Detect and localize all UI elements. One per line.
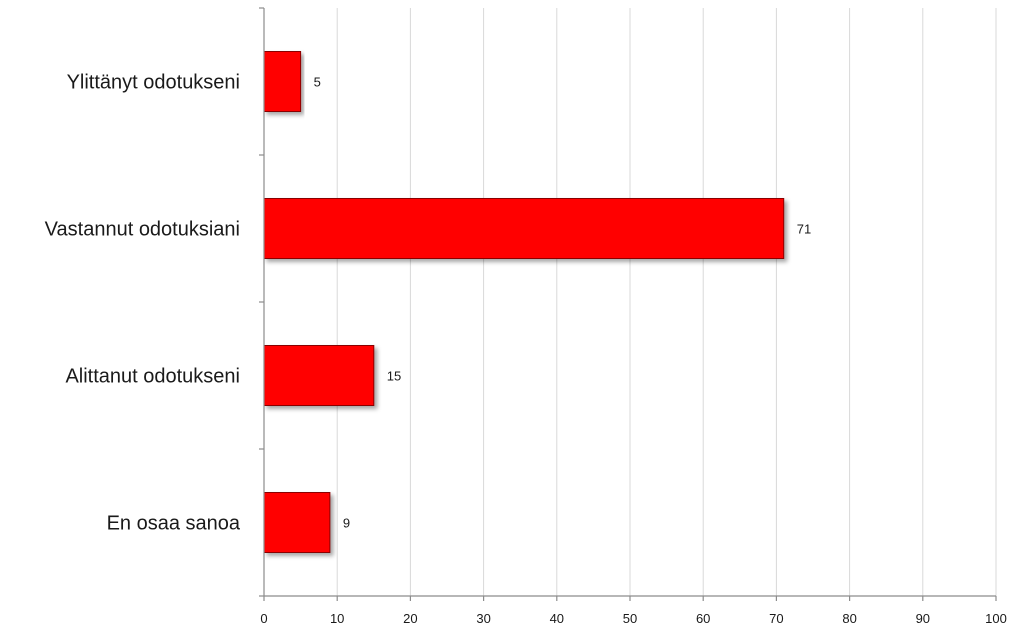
category-label: En osaa sanoa [107, 513, 241, 535]
x-tick-label: 100 [985, 611, 1007, 626]
x-tick-label: 30 [476, 611, 490, 626]
x-tick-label: 0 [260, 611, 267, 626]
category-label: Ylittänyt odotukseni [67, 72, 240, 94]
bars [263, 51, 785, 553]
x-tick-label: 40 [550, 611, 564, 626]
axes [259, 7, 997, 601]
category-label: Vastannut odotuksiani [45, 219, 240, 241]
x-tick-label: 70 [769, 611, 783, 626]
bar [263, 198, 785, 259]
data-label: 15 [387, 369, 401, 384]
x-tick-label: 10 [330, 611, 344, 626]
x-tick-label: 50 [623, 611, 637, 626]
x-tick-label: 80 [842, 611, 856, 626]
gridlines [336, 8, 997, 596]
category-label: Alittanut odotukseni [65, 366, 240, 388]
x-tick-label: 90 [916, 611, 930, 626]
bar [263, 345, 375, 406]
bar [263, 492, 331, 553]
labels: 0 10 20 30 40 50 60 70 80 90 100 5 Ylittänyt odotuks… [45, 72, 1007, 627]
x-tick-label: 20 [403, 611, 417, 626]
data-label: 71 [797, 222, 811, 237]
x-tick-label: 60 [696, 611, 710, 626]
data-label: 9 [343, 516, 350, 531]
data-label: 5 [314, 75, 321, 90]
bar [263, 51, 302, 112]
